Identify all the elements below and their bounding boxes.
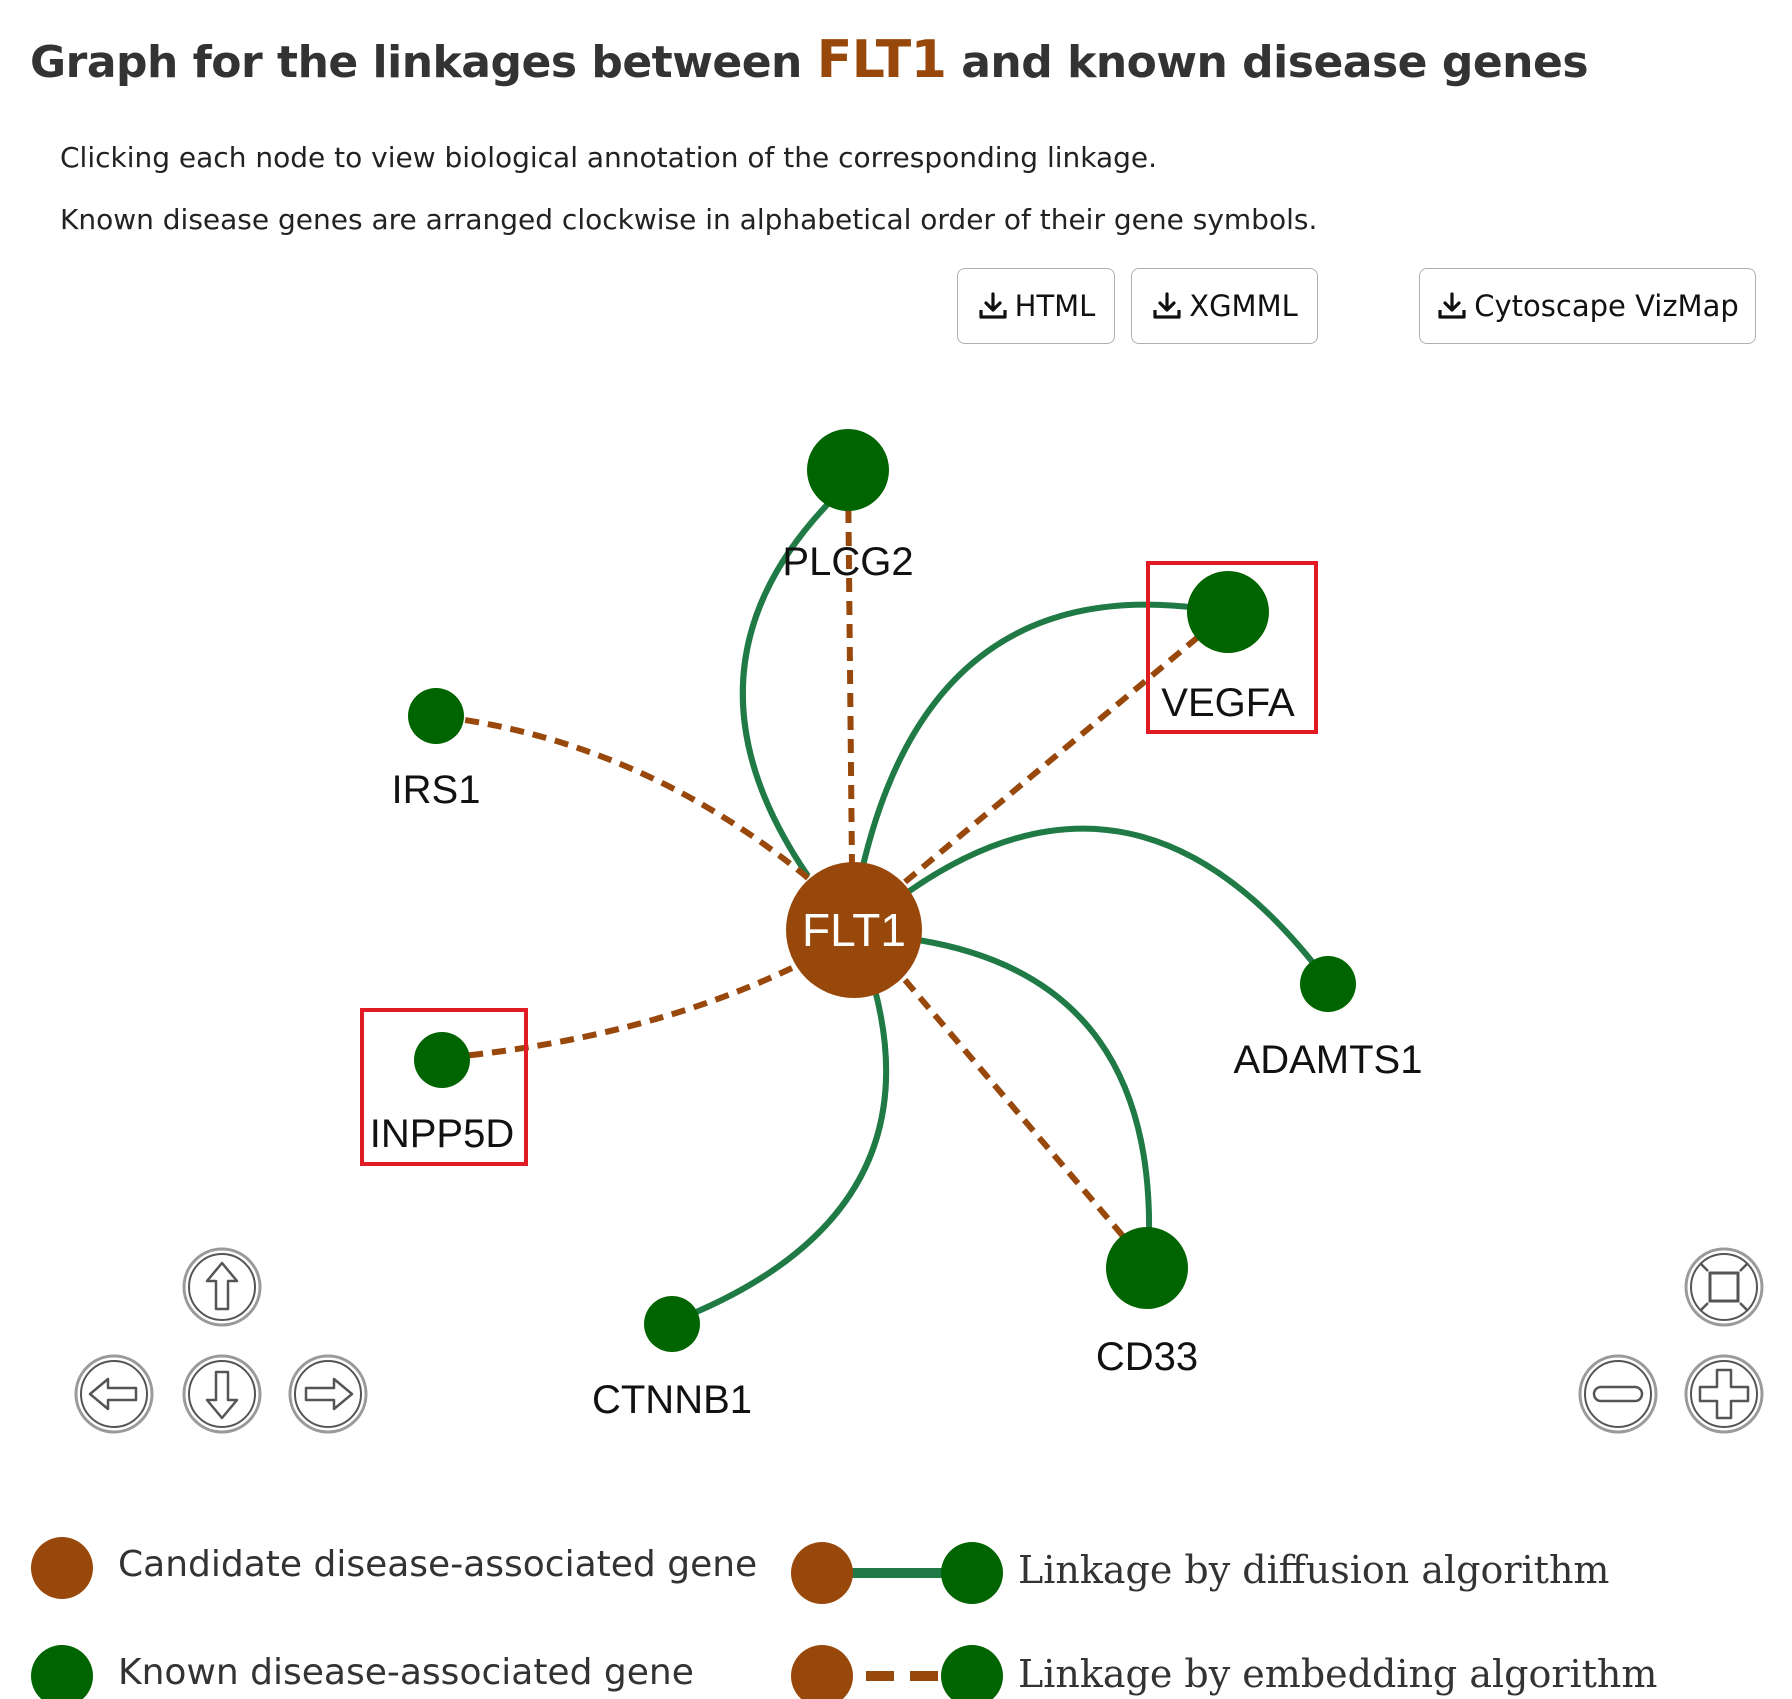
minus-icon <box>1592 1385 1644 1403</box>
download-icon <box>1438 292 1466 319</box>
gene-node-plcg2[interactable]: PLCG2 <box>782 429 914 584</box>
description-click: Clicking each node to view biological an… <box>60 141 1158 174</box>
edge-embedding-plcg2[interactable] <box>845 469 855 869</box>
edge-embedding-irs1[interactable] <box>435 713 810 881</box>
pan-left-button[interactable] <box>74 1354 154 1434</box>
candidate-gene-label: FLT1 <box>802 904 906 956</box>
node-label-inpp5d: INPP5D <box>370 1112 515 1156</box>
edge-diffusion-vegfa[interactable] <box>859 601 1199 871</box>
page-title: Graph for the linkages between FLT1 and … <box>30 30 1589 90</box>
candidate-gene-node[interactable]: FLT1 <box>786 862 922 998</box>
gene-node-inpp5d[interactable]: INPP5D <box>370 1032 515 1156</box>
arrow-down-icon <box>205 1370 239 1420</box>
node-label-adamts1: ADAMTS1 <box>1234 1038 1423 1082</box>
legend-diffusion-swatch <box>791 1542 1003 1604</box>
node-label-irs1: IRS1 <box>392 768 481 812</box>
download-icon <box>1153 292 1181 319</box>
legend-embedding-swatch <box>791 1645 1003 1699</box>
download-vizmap-button[interactable]: Cytoscape VizMap <box>1419 268 1756 344</box>
legend-known-swatch <box>31 1645 93 1699</box>
title-prefix: Graph for the linkages between <box>30 37 802 88</box>
node-label-vegfa: VEGFA <box>1161 681 1295 725</box>
edge-diffusion-plcg2[interactable] <box>739 481 851 878</box>
download-html-button[interactable]: HTML <box>957 268 1115 344</box>
title-gene: FLT1 <box>816 30 947 90</box>
edges <box>435 469 1331 1325</box>
arrow-up-icon <box>205 1261 239 1311</box>
gene-node-cd33[interactable]: CD33 <box>1096 1227 1198 1379</box>
description-order: Known disease genes are arranged clockwi… <box>60 203 1318 236</box>
gene-node-irs1[interactable]: IRS1 <box>392 688 481 812</box>
arrow-right-icon <box>304 1377 354 1411</box>
legend-candidate-swatch <box>31 1537 93 1599</box>
legend-candidate-label: Candidate disease-associated gene <box>118 1544 758 1585</box>
edge-diffusion-cd33[interactable] <box>917 937 1152 1263</box>
node-label-cd33: CD33 <box>1096 1335 1198 1379</box>
gene-node-ctnnb1[interactable]: CTNNB1 <box>592 1296 752 1422</box>
download-xgmml-button[interactable]: XGMML <box>1131 268 1318 344</box>
pan-right-button[interactable] <box>288 1354 368 1434</box>
legend-diffusion-label: Linkage by diffusion algorithm <box>1018 1548 1610 1592</box>
zoom-in-button[interactable] <box>1684 1354 1764 1434</box>
edge-embedding-inpp5d[interactable] <box>441 965 794 1061</box>
edge-embedding-cd33[interactable] <box>902 978 1148 1264</box>
pan-up-button[interactable] <box>182 1247 262 1327</box>
legend-known-label: Known disease-associated gene <box>118 1652 694 1693</box>
node-label-ctnnb1: CTNNB1 <box>592 1378 752 1422</box>
edge-diffusion-ctnnb1[interactable] <box>670 989 890 1325</box>
edge-diffusion-adamts1[interactable] <box>906 825 1331 984</box>
arrow-left-icon <box>88 1377 138 1411</box>
download-html-label: HTML <box>1014 289 1096 323</box>
fit-to-screen-button[interactable] <box>1684 1247 1764 1327</box>
node-label-plcg2: PLCG2 <box>782 540 913 584</box>
download-xgmml-label: XGMML <box>1189 289 1298 323</box>
title-suffix: and known disease genes <box>961 37 1589 88</box>
edge-embedding-vegfa[interactable] <box>903 609 1230 885</box>
gene-node-vegfa[interactable]: VEGFA <box>1161 571 1295 725</box>
zoom-out-button[interactable] <box>1578 1354 1658 1434</box>
pan-down-button[interactable] <box>182 1354 262 1434</box>
legend <box>31 1537 1003 1699</box>
fit-screen-icon <box>1699 1262 1749 1312</box>
highlight-box-inpp5d <box>360 1008 528 1166</box>
download-icon <box>979 292 1007 319</box>
legend-embedding-label: Linkage by embedding algorithm <box>1018 1652 1658 1696</box>
highlight-box-vegfa <box>1146 561 1318 734</box>
plus-icon <box>1698 1368 1750 1420</box>
gene-node-adamts1[interactable]: ADAMTS1 <box>1234 956 1423 1082</box>
download-vizmap-label: Cytoscape VizMap <box>1474 289 1739 323</box>
